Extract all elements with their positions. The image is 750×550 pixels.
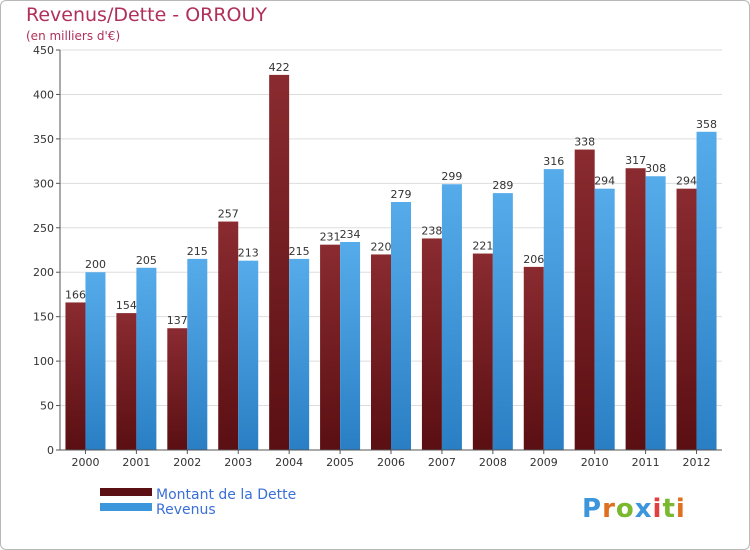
bar-dette-value-label: 220 (371, 240, 392, 253)
bar-revenus-value-label: 200 (85, 258, 106, 271)
bar-revenus (340, 242, 361, 450)
x-tick-label: 2001 (122, 456, 150, 469)
bar-dette-value-label: 166 (65, 288, 86, 301)
bar-revenus (441, 184, 462, 450)
bar-dette (218, 221, 239, 450)
y-tick-label: 450 (33, 44, 54, 57)
y-tick-label: 400 (33, 88, 54, 101)
legend-label-debt: Montant de la Dette (156, 487, 296, 503)
bar-revenus (645, 176, 666, 450)
bar-dette-value-label: 206 (523, 253, 544, 266)
x-tick-label: 2010 (581, 456, 609, 469)
y-axis: 0 50 100 150 200 250 300 350 400 450 (33, 44, 61, 457)
bar-revenus-value-label: 215 (289, 245, 310, 258)
bar-dette (65, 302, 86, 450)
chart-subtitle: (en milliers d'€) (26, 29, 121, 43)
logo-letter: x (635, 494, 653, 524)
bar-dette-value-label: 231 (320, 231, 341, 244)
bar-dette-value-label: 422 (269, 61, 290, 74)
x-tick-label: 2012 (683, 456, 711, 469)
bar-dette-value-label: 294 (676, 175, 697, 188)
logo-letter: i (653, 494, 663, 524)
x-tick-label: 2002 (173, 456, 201, 469)
bar-dette (523, 266, 544, 450)
x-tick-label: 2007 (428, 456, 456, 469)
bar-dette (574, 149, 595, 451)
bar-revenus (492, 193, 513, 450)
bar-revenus-value-label: 279 (391, 188, 412, 201)
bar-revenus-value-label: 289 (492, 179, 513, 192)
logo-letter: i (676, 494, 686, 524)
y-tick-label: 50 (40, 400, 54, 413)
bar-dette (625, 168, 646, 450)
bars: 166 200 154 205 137 215 257 213 422 215 231 234 220 2… (65, 61, 717, 451)
bar-dette (472, 253, 493, 450)
bar-dette-value-label: 137 (167, 314, 188, 327)
bar-revenus (187, 258, 208, 450)
bar-revenus (136, 267, 157, 450)
logo-letter: o (616, 494, 635, 524)
y-tick-label: 300 (33, 177, 54, 190)
bar-revenus-value-label: 213 (238, 247, 259, 260)
legend: Montant de la Dette Revenus (100, 487, 296, 518)
bar-revenus-value-label: 294 (594, 175, 615, 188)
bar-revenus (696, 131, 717, 450)
legend-label-revenus: Revenus (156, 502, 216, 518)
y-tick-label: 250 (33, 222, 54, 235)
y-tick-label: 350 (33, 133, 54, 146)
x-axis: 2000 2001 2002 2003 2004 2005 2006 2007 2008 2009… (60, 449, 722, 469)
legend-swatch-revenus (100, 503, 152, 511)
chart-title: Revenus/Dette - ORROUY (26, 4, 268, 26)
x-tick-label: 2006 (377, 456, 405, 469)
bar-dette-value-label: 257 (218, 208, 239, 221)
bar-dette-value-label: 338 (574, 136, 595, 149)
x-tick-label: 2009 (530, 456, 558, 469)
bar-revenus (238, 260, 259, 450)
bar-revenus-value-label: 308 (645, 162, 666, 175)
bar-dette (320, 244, 341, 450)
bar-revenus-value-label: 358 (696, 118, 717, 131)
y-tick-label: 0 (47, 444, 54, 457)
bar-dette (269, 74, 290, 450)
logo-letter: t (662, 494, 675, 524)
bar-revenus (289, 258, 310, 450)
bar-revenus (594, 188, 615, 450)
x-tick-label: 2005 (326, 456, 354, 469)
bar-dette-value-label: 238 (421, 224, 442, 237)
proxiti-logo-text: Proxiti (582, 494, 686, 524)
bar-revenus (543, 169, 564, 450)
y-tick-label: 200 (33, 266, 54, 279)
bar-revenus-value-label: 316 (543, 155, 564, 168)
y-tick-label: 150 (33, 311, 54, 324)
bar-dette (116, 313, 137, 450)
x-tick-label: 2000 (71, 456, 99, 469)
bar-revenus-value-label: 299 (441, 170, 462, 183)
x-tick-label: 2004 (275, 456, 303, 469)
bar-dette-value-label: 221 (472, 240, 493, 253)
proxiti-logo: Proxiti (582, 494, 686, 524)
bar-revenus (391, 202, 411, 450)
x-tick-label: 2008 (479, 456, 507, 469)
x-tick-label: 2011 (632, 456, 660, 469)
legend-swatch-debt (100, 488, 152, 496)
bar-dette (421, 238, 442, 450)
bar-dette (371, 254, 391, 450)
bar-revenus-value-label: 205 (136, 254, 157, 267)
x-tick-label: 2003 (224, 456, 252, 469)
bar-revenus-value-label: 234 (340, 228, 361, 241)
bar-dette-value-label: 154 (116, 299, 137, 312)
logo-letter: P (582, 494, 602, 524)
bar-revenus-value-label: 215 (187, 245, 208, 258)
y-tick-label: 100 (33, 355, 54, 368)
bar-dette (676, 188, 697, 450)
logo-letter: r (602, 494, 616, 524)
bar-dette-value-label: 317 (625, 154, 646, 167)
bar-dette (167, 328, 188, 450)
bar-revenus (85, 272, 106, 450)
